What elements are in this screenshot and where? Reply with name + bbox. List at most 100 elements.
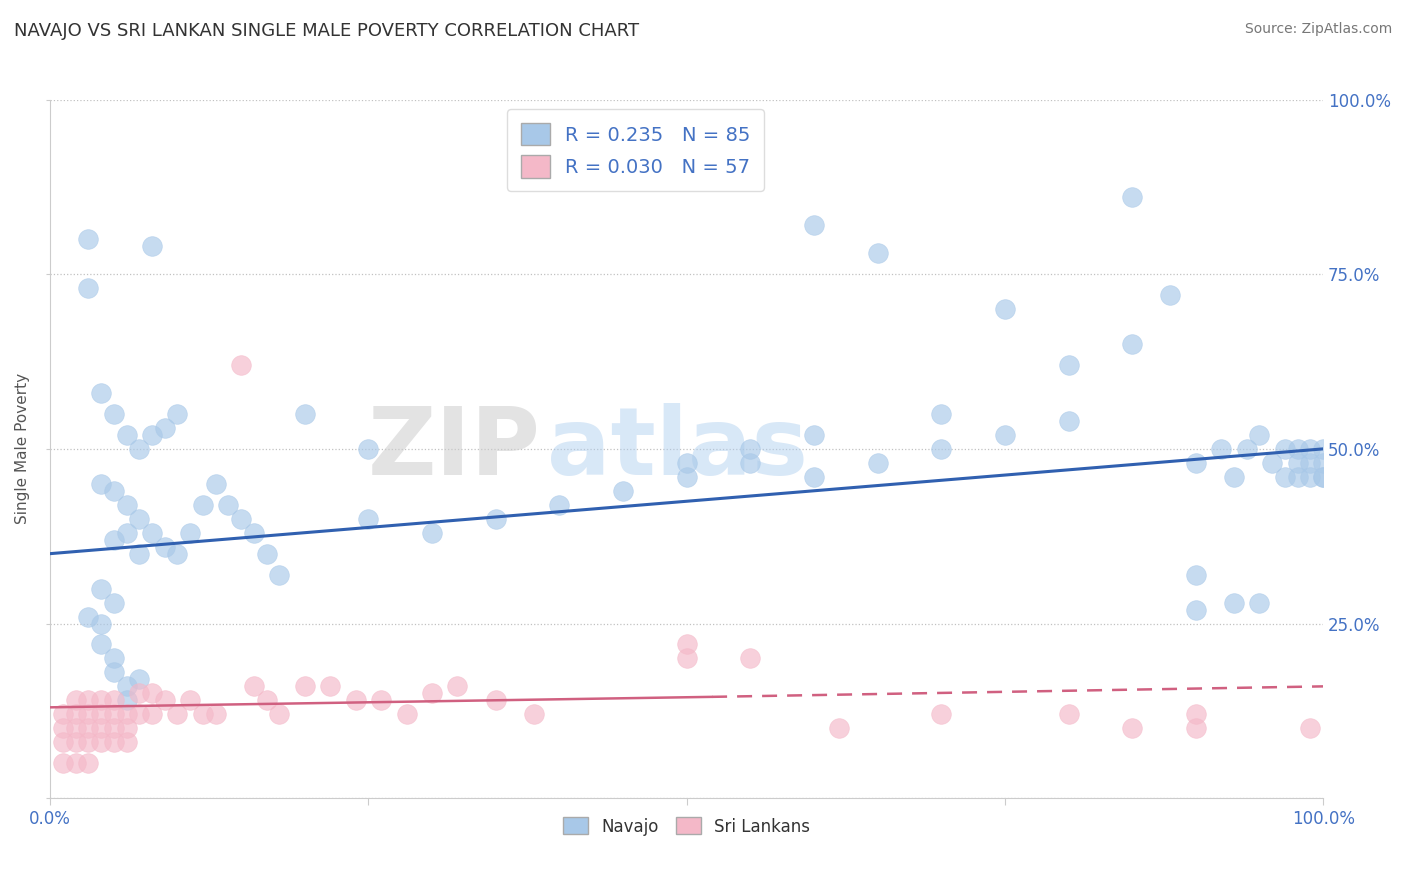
Point bbox=[141, 428, 163, 442]
Point bbox=[1211, 442, 1233, 456]
Point bbox=[1299, 456, 1322, 470]
Point bbox=[204, 707, 226, 722]
Point bbox=[243, 679, 266, 693]
Point bbox=[1121, 337, 1143, 351]
Point bbox=[103, 665, 125, 680]
Point bbox=[675, 470, 697, 484]
Point bbox=[103, 735, 125, 749]
Point bbox=[77, 693, 100, 707]
Point bbox=[994, 302, 1017, 317]
Point bbox=[90, 476, 112, 491]
Point bbox=[256, 693, 278, 707]
Point bbox=[548, 498, 571, 512]
Point bbox=[929, 407, 952, 421]
Point bbox=[1223, 470, 1246, 484]
Point bbox=[1057, 358, 1080, 372]
Point bbox=[128, 512, 150, 526]
Point bbox=[115, 707, 138, 722]
Point bbox=[128, 547, 150, 561]
Point bbox=[217, 498, 239, 512]
Point bbox=[115, 693, 138, 707]
Point bbox=[256, 547, 278, 561]
Point bbox=[103, 721, 125, 735]
Point bbox=[344, 693, 367, 707]
Text: NAVAJO VS SRI LANKAN SINGLE MALE POVERTY CORRELATION CHART: NAVAJO VS SRI LANKAN SINGLE MALE POVERTY… bbox=[14, 22, 640, 40]
Point bbox=[77, 721, 100, 735]
Point bbox=[52, 721, 75, 735]
Point bbox=[420, 525, 443, 540]
Point bbox=[1312, 470, 1334, 484]
Point bbox=[803, 428, 825, 442]
Point bbox=[128, 673, 150, 687]
Point bbox=[1236, 442, 1258, 456]
Point bbox=[1312, 442, 1334, 456]
Point bbox=[1249, 596, 1271, 610]
Point bbox=[103, 651, 125, 665]
Point bbox=[141, 707, 163, 722]
Point bbox=[1159, 288, 1181, 302]
Point bbox=[90, 735, 112, 749]
Point bbox=[1121, 190, 1143, 204]
Point bbox=[65, 721, 87, 735]
Point bbox=[1185, 456, 1208, 470]
Point bbox=[90, 582, 112, 596]
Point bbox=[141, 239, 163, 253]
Point bbox=[77, 281, 100, 295]
Point bbox=[1185, 721, 1208, 735]
Point bbox=[803, 219, 825, 233]
Point bbox=[191, 707, 214, 722]
Point bbox=[1185, 707, 1208, 722]
Point bbox=[1286, 470, 1309, 484]
Point bbox=[153, 540, 176, 554]
Point bbox=[166, 407, 188, 421]
Point bbox=[485, 693, 508, 707]
Point bbox=[523, 707, 546, 722]
Point bbox=[1261, 456, 1284, 470]
Point bbox=[128, 707, 150, 722]
Point bbox=[115, 498, 138, 512]
Point bbox=[1299, 442, 1322, 456]
Point bbox=[90, 386, 112, 401]
Point bbox=[166, 547, 188, 561]
Point bbox=[90, 616, 112, 631]
Point bbox=[269, 707, 291, 722]
Point bbox=[357, 442, 380, 456]
Point bbox=[191, 498, 214, 512]
Point bbox=[52, 756, 75, 771]
Point bbox=[612, 483, 634, 498]
Point bbox=[740, 651, 762, 665]
Point bbox=[103, 483, 125, 498]
Legend: Navajo, Sri Lankans: Navajo, Sri Lankans bbox=[557, 811, 817, 842]
Point bbox=[1299, 721, 1322, 735]
Point bbox=[294, 679, 316, 693]
Point bbox=[357, 512, 380, 526]
Point bbox=[65, 735, 87, 749]
Point bbox=[141, 686, 163, 700]
Point bbox=[866, 456, 889, 470]
Point bbox=[90, 707, 112, 722]
Point bbox=[229, 358, 252, 372]
Point bbox=[1274, 442, 1296, 456]
Point bbox=[128, 686, 150, 700]
Point bbox=[269, 567, 291, 582]
Point bbox=[229, 512, 252, 526]
Point bbox=[370, 693, 392, 707]
Point bbox=[77, 232, 100, 246]
Point bbox=[128, 442, 150, 456]
Point bbox=[1299, 470, 1322, 484]
Point bbox=[77, 609, 100, 624]
Point bbox=[828, 721, 851, 735]
Point bbox=[1223, 596, 1246, 610]
Text: ZIP: ZIP bbox=[367, 403, 540, 495]
Point bbox=[929, 442, 952, 456]
Point bbox=[65, 707, 87, 722]
Point bbox=[90, 637, 112, 651]
Point bbox=[675, 456, 697, 470]
Point bbox=[65, 693, 87, 707]
Point bbox=[77, 707, 100, 722]
Point bbox=[485, 512, 508, 526]
Point bbox=[1286, 456, 1309, 470]
Point bbox=[1312, 456, 1334, 470]
Point bbox=[77, 735, 100, 749]
Point bbox=[1121, 721, 1143, 735]
